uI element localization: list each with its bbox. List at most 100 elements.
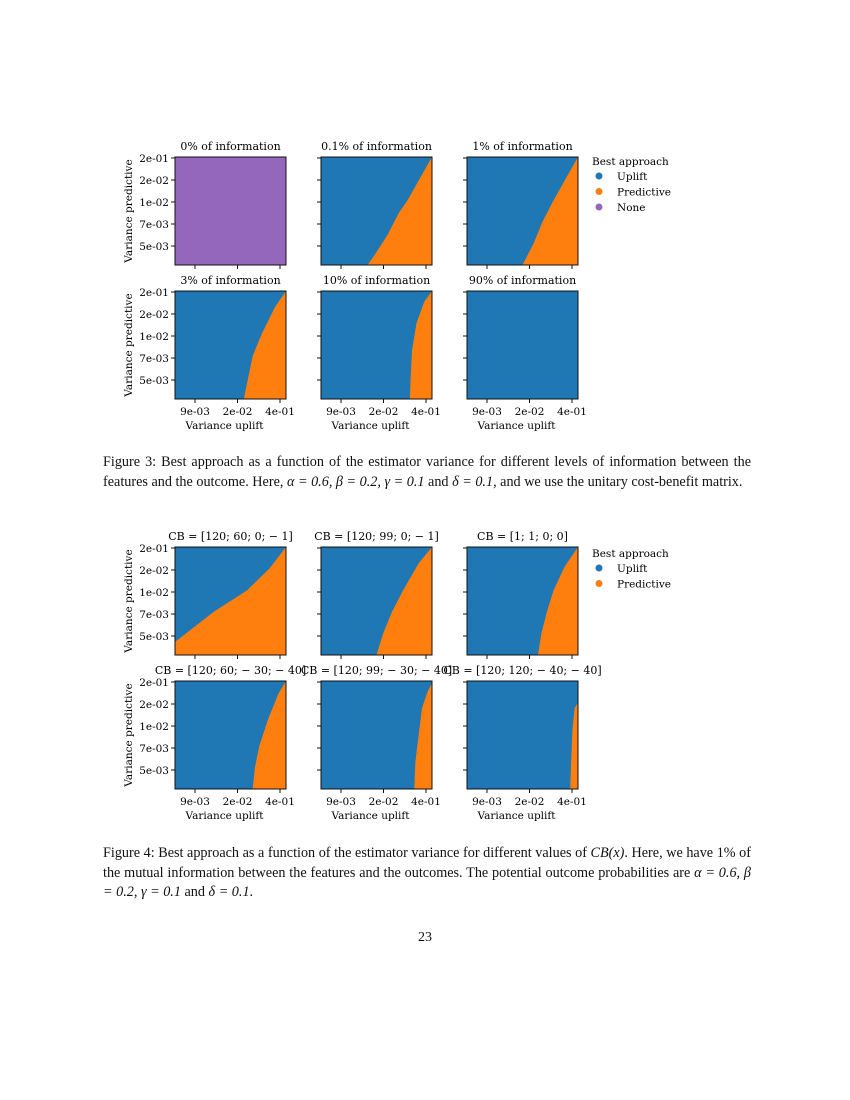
legend-entry: Uplift bbox=[617, 563, 648, 575]
x-tick-label: 9e-03 bbox=[472, 796, 502, 808]
x-tick-label: 2e-02 bbox=[223, 796, 253, 808]
panel-title: 0.1% of information bbox=[321, 140, 432, 153]
x-tick-label: 4e-01 bbox=[265, 796, 295, 808]
y-tick-label: 2e-02 bbox=[139, 309, 169, 321]
panel-frame bbox=[320, 546, 433, 656]
caption-math: α = 0.6, β = 0.2, γ = 0.1 bbox=[286, 473, 425, 490]
heatmap-region-predictive bbox=[409, 291, 432, 399]
x-axis-label: Variance uplift bbox=[184, 810, 264, 822]
x-axis-label: Variance uplift bbox=[184, 420, 264, 432]
caption-label: Figure 4: bbox=[103, 845, 155, 861]
figure-4-caption: Figure 4: Best approach as a function of… bbox=[103, 844, 751, 903]
y-tick-label: 2e-01 bbox=[139, 677, 169, 689]
x-tick-label: 2e-02 bbox=[515, 796, 545, 808]
legend-marker-uplift bbox=[595, 172, 603, 180]
legend-entry: Predictive bbox=[617, 187, 671, 199]
panel-frame bbox=[466, 156, 579, 266]
y-tick-label: 1e-02 bbox=[139, 197, 169, 209]
heatmap-region-predictive bbox=[538, 547, 578, 655]
panel-frame bbox=[320, 290, 433, 400]
caption-text: and bbox=[424, 473, 453, 490]
heatmap-region-predictive bbox=[252, 681, 286, 789]
legend-title: Best approach bbox=[592, 156, 669, 168]
heatmap-region-predictive bbox=[522, 157, 578, 265]
legend-entry: Uplift bbox=[617, 171, 648, 183]
x-tick-label: 9e-03 bbox=[326, 796, 356, 808]
y-axis-label: Variance predictive bbox=[123, 293, 135, 397]
x-tick-label: 2e-02 bbox=[369, 406, 399, 418]
panel-title: 10% of information bbox=[323, 274, 430, 287]
x-tick-label: 9e-03 bbox=[326, 406, 356, 418]
caption-text: , and we use the unitary cost-benefit ma… bbox=[493, 473, 743, 490]
caption-text: Best approach as a function of the estim… bbox=[103, 454, 752, 490]
panel-title: CB = [1; 1; 0; 0] bbox=[477, 530, 568, 543]
caption-math: 1% bbox=[716, 845, 736, 861]
y-tick-label: 7e-03 bbox=[139, 609, 169, 621]
y-tick-label: 7e-03 bbox=[139, 743, 169, 755]
panel-title: 90% of information bbox=[469, 274, 576, 287]
caption-math: CB(x) bbox=[590, 845, 625, 861]
x-axis-label: Variance uplift bbox=[476, 420, 556, 432]
x-axis-label: Variance uplift bbox=[476, 810, 556, 822]
heatmap-region-predictive bbox=[414, 683, 432, 789]
panel-title: CB = [120; 99; − 30; − 40] bbox=[301, 664, 452, 677]
caption-math: δ = 0.1 bbox=[208, 884, 250, 900]
figure-3-caption: Figure 3: Best approach as a function of… bbox=[103, 453, 751, 492]
y-tick-label: 2e-02 bbox=[139, 175, 169, 187]
caption-text: of the mutual information between the fe… bbox=[103, 845, 752, 881]
caption-text: . Here, we have bbox=[624, 845, 717, 861]
heatmap-region-none bbox=[175, 157, 286, 265]
y-axis-label: Variance predictive bbox=[123, 159, 135, 263]
panel-title: CB = [120; 120; − 40; − 40] bbox=[443, 664, 601, 677]
x-tick-label: 4e-01 bbox=[265, 406, 295, 418]
panel-frame bbox=[466, 546, 579, 656]
y-tick-label: 2e-01 bbox=[139, 543, 169, 555]
x-tick-label: 9e-03 bbox=[472, 406, 502, 418]
legend-marker-predictive bbox=[595, 188, 603, 195]
legend-marker-none bbox=[595, 203, 603, 211]
panel-title: CB = [120; 99; 0; − 1] bbox=[314, 530, 439, 543]
panel-frame bbox=[466, 290, 579, 400]
panel-title: 3% of information bbox=[180, 274, 280, 287]
y-tick-label: 5e-03 bbox=[139, 631, 169, 643]
figures-canvas: 0% of information 2e-01 2e-02 1e-02 7e-03 5e-… bbox=[123, 140, 671, 822]
legend-entry: Predictive bbox=[617, 579, 671, 591]
panel-frame bbox=[174, 680, 287, 790]
panel-frame bbox=[174, 156, 287, 266]
y-tick-label: 2e-02 bbox=[139, 699, 169, 711]
panel-title: 0% of information bbox=[180, 140, 280, 153]
x-tick-label: 4e-01 bbox=[411, 796, 441, 808]
caption-text: and bbox=[180, 884, 209, 900]
y-tick-label: 1e-02 bbox=[139, 587, 169, 599]
y-tick-label: 2e-01 bbox=[139, 153, 169, 165]
panel-frame bbox=[320, 156, 433, 266]
y-tick-label: 5e-03 bbox=[139, 765, 169, 777]
x-tick-label: 9e-03 bbox=[180, 406, 210, 418]
legend-marker-predictive bbox=[595, 580, 603, 587]
heatmap-region-predictive bbox=[570, 702, 578, 789]
y-tick-label: 5e-03 bbox=[139, 375, 169, 387]
panel-frame bbox=[466, 680, 579, 790]
y-tick-label: 7e-03 bbox=[139, 353, 169, 365]
x-tick-label: 2e-02 bbox=[369, 796, 399, 808]
caption-text: . bbox=[249, 884, 254, 900]
page-number: 23 bbox=[418, 930, 432, 945]
panel-title: CB = [120; 60; − 30; − 40] bbox=[155, 664, 306, 677]
y-tick-label: 1e-02 bbox=[139, 721, 169, 733]
heatmap-region-predictive bbox=[376, 547, 432, 655]
y-tick-label: 7e-03 bbox=[139, 219, 169, 231]
panel-title: CB = [120; 60; 0; − 1] bbox=[168, 530, 293, 543]
legend-entry: None bbox=[617, 202, 646, 214]
y-tick-label: 2e-01 bbox=[139, 287, 169, 299]
heatmap-region-uplift bbox=[467, 291, 578, 399]
heatmap-region-predictive bbox=[243, 291, 286, 399]
caption-math: δ = 0.1 bbox=[452, 473, 494, 490]
caption-text: Best approach as a function of the estim… bbox=[158, 845, 591, 861]
panel-title: 1% of information bbox=[472, 140, 572, 153]
heatmap-region-predictive bbox=[175, 547, 286, 655]
x-axis-label: Variance uplift bbox=[330, 420, 410, 432]
heatmap-region-uplift bbox=[321, 681, 432, 789]
y-tick-label: 1e-02 bbox=[139, 331, 169, 343]
x-axis-label: Variance uplift bbox=[330, 810, 410, 822]
panel-frame bbox=[320, 680, 433, 790]
